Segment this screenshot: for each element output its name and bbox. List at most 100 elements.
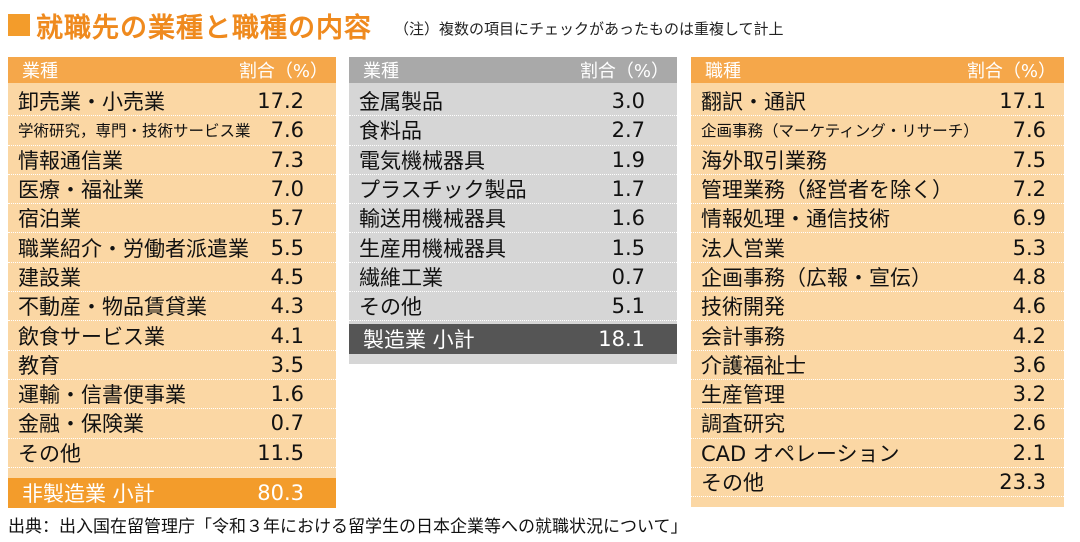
- row-label: その他: [701, 471, 764, 496]
- non-manufacturing-table: 業種 割合（%） 卸売業・小売業 17.2 学術研究，専門・技術サービス業 7.6 情報…: [8, 57, 336, 507]
- row-label: 繊維工業: [359, 265, 443, 290]
- row-value: 23.3: [999, 470, 1046, 494]
- source-citation: 出典：出入国在留管理庁「令和３年における留学生の日本企業等への就職状況について」: [8, 517, 688, 537]
- row-label: 不動産・物品賃貸業: [18, 295, 207, 320]
- row-label: 技術開発: [701, 295, 785, 320]
- row-label: 卸売業・小売業: [18, 90, 165, 115]
- column-header-ratio: 割合（%）: [579, 61, 669, 82]
- row-label: その他: [359, 295, 422, 320]
- row-value: 5.3: [1012, 235, 1046, 260]
- row-label: 医療・福祉業: [18, 178, 144, 203]
- column-header-ratio: 割合（%）: [238, 61, 328, 82]
- row-value: 0.7: [270, 411, 304, 436]
- page-title: 就職先の業種と職種の内容: [36, 12, 372, 44]
- table-row: 管理業務（経営者を除く） 7.2: [691, 175, 1064, 205]
- table-row: 不動産・物品賃貸業 4.3: [8, 292, 336, 322]
- table-header: 業種 割合（%）: [8, 57, 336, 83]
- row-value: 1.6: [270, 382, 304, 407]
- row-value: 7.2: [1012, 177, 1046, 202]
- row-value: 4.6: [1012, 294, 1046, 319]
- table-row: 卸売業・小売業 17.2: [8, 87, 336, 117]
- table-row: 金属製品 3.0: [349, 87, 677, 117]
- table-row: 介護福祉士 3.6: [691, 351, 1064, 380]
- table-row: 金融・保険業 0.7: [8, 409, 336, 439]
- table-row: 技術開発 4.6: [691, 292, 1064, 322]
- row-value: 0.7: [611, 264, 645, 289]
- row-value: 4.2: [1012, 323, 1046, 348]
- row-label: 職業紹介・労働者派遣業: [18, 236, 249, 261]
- table-row: 運輸・信書便事業 1.6: [8, 380, 336, 410]
- occupation-table: 職種 割合（%） 翻訳・通訳 17.1 企画事務（マーケティング・リサーチ） 7.6 海…: [691, 57, 1064, 507]
- title-row: 就職先の業種と職種の内容 （注）複数の項目にチェックがあったものは重複して計上: [8, 6, 784, 44]
- row-label: 生産管理: [701, 383, 785, 408]
- row-value: 5.5: [270, 235, 304, 260]
- table-row: プラスチック製品 1.7: [349, 175, 677, 205]
- row-label: 電気機械器具: [359, 148, 485, 173]
- row-value: 3.5: [270, 352, 304, 377]
- non-manufacturing-subtotal-row: 非製造業 小計 80.3: [8, 478, 336, 508]
- row-label: 海外取引業務: [701, 148, 827, 173]
- row-value: 1.6: [611, 206, 645, 231]
- row-label: 企画事務（広報・宣伝）: [701, 265, 932, 290]
- table-row: 調査研究 2.6: [691, 409, 1064, 439]
- row-label: 食料品: [359, 119, 422, 144]
- row-value: 6.9: [1012, 206, 1046, 231]
- row-label: 管理業務（経営者を除く）: [701, 178, 953, 203]
- table-row: 企画事務（マーケティング・リサーチ） 7.6: [691, 116, 1064, 146]
- table-row: その他 11.5: [8, 439, 336, 468]
- table-row: その他 5.1: [349, 292, 677, 322]
- table-row: 職業紹介・労働者派遣業 5.5: [8, 233, 336, 263]
- row-label: 飲食サービス業: [18, 324, 165, 349]
- table-row: 電気機械器具 1.9: [349, 146, 677, 175]
- subtotal-label: 非製造業 小計: [22, 482, 155, 506]
- page-note: （注）複数の項目にチェックがあったものは重複して計上: [394, 19, 784, 38]
- manufacturing-subtotal-row: 製造業 小計 18.1: [349, 324, 677, 354]
- table-row: 生産管理 3.2: [691, 380, 1064, 410]
- row-label: 教育: [18, 353, 60, 378]
- table-row: 食料品 2.7: [349, 116, 677, 146]
- row-label: 介護福祉士: [701, 353, 806, 378]
- column-header-occupation: 職種: [705, 61, 741, 82]
- row-value: 7.5: [1012, 147, 1046, 172]
- table-row: 学術研究，専門・技術サービス業 7.6: [8, 116, 336, 146]
- row-value: 17.2: [257, 89, 304, 114]
- row-label: 会計事務: [701, 324, 785, 349]
- row-value: 7.0: [270, 177, 304, 202]
- table-row: 会計事務 4.2: [691, 321, 1064, 351]
- subtotal-value: 18.1: [598, 327, 645, 351]
- row-value: 7.3: [270, 147, 304, 172]
- column-header-ratio: 割合（%）: [966, 61, 1056, 82]
- row-label: 調査研究: [701, 412, 785, 437]
- table-row: 飲食サービス業 4.1: [8, 321, 336, 351]
- row-label: 輸送用機械器具: [359, 207, 506, 232]
- row-label: 生産用機械器具: [359, 236, 506, 261]
- title-square-icon: [8, 14, 30, 36]
- row-label: 法人営業: [701, 236, 785, 261]
- row-label: 金融・保険業: [18, 412, 144, 437]
- row-label: 建設業: [18, 265, 81, 290]
- column-header-category: 業種: [22, 61, 58, 82]
- row-value: 1.7: [611, 177, 645, 202]
- table-row: 法人営業 5.3: [691, 233, 1064, 263]
- row-value: 4.5: [270, 264, 304, 289]
- row-value: 4.8: [1012, 264, 1046, 289]
- row-value: 3.2: [1012, 382, 1046, 407]
- row-value: 4.1: [270, 323, 304, 348]
- row-value: 2.1: [1012, 440, 1046, 465]
- row-value: 3.0: [611, 89, 645, 114]
- row-value: 5.7: [270, 206, 304, 231]
- table-row: 教育 3.5: [8, 351, 336, 380]
- table-row: CAD オペレーション 2.1: [691, 439, 1064, 468]
- row-label: その他: [18, 441, 81, 466]
- row-label: 情報処理・通信技術: [701, 207, 890, 232]
- table-row: その他 23.3: [691, 468, 1064, 498]
- row-label: プラスチック製品: [359, 178, 527, 203]
- table-row: 翻訳・通訳 17.1: [691, 87, 1064, 117]
- row-value: 1.9: [611, 147, 645, 172]
- table-row: 繊維工業 0.7: [349, 263, 677, 293]
- table-rows: 金属製品 3.0 食料品 2.7 電気機械器具 1.9 プラスチック製品 1.7 輸送用機械器具…: [349, 83, 677, 322]
- table-row: 海外取引業務 7.5: [691, 146, 1064, 175]
- table-header: 業種 割合（%）: [349, 57, 677, 83]
- row-value: 17.1: [999, 89, 1046, 114]
- row-value: 3.6: [1012, 352, 1046, 377]
